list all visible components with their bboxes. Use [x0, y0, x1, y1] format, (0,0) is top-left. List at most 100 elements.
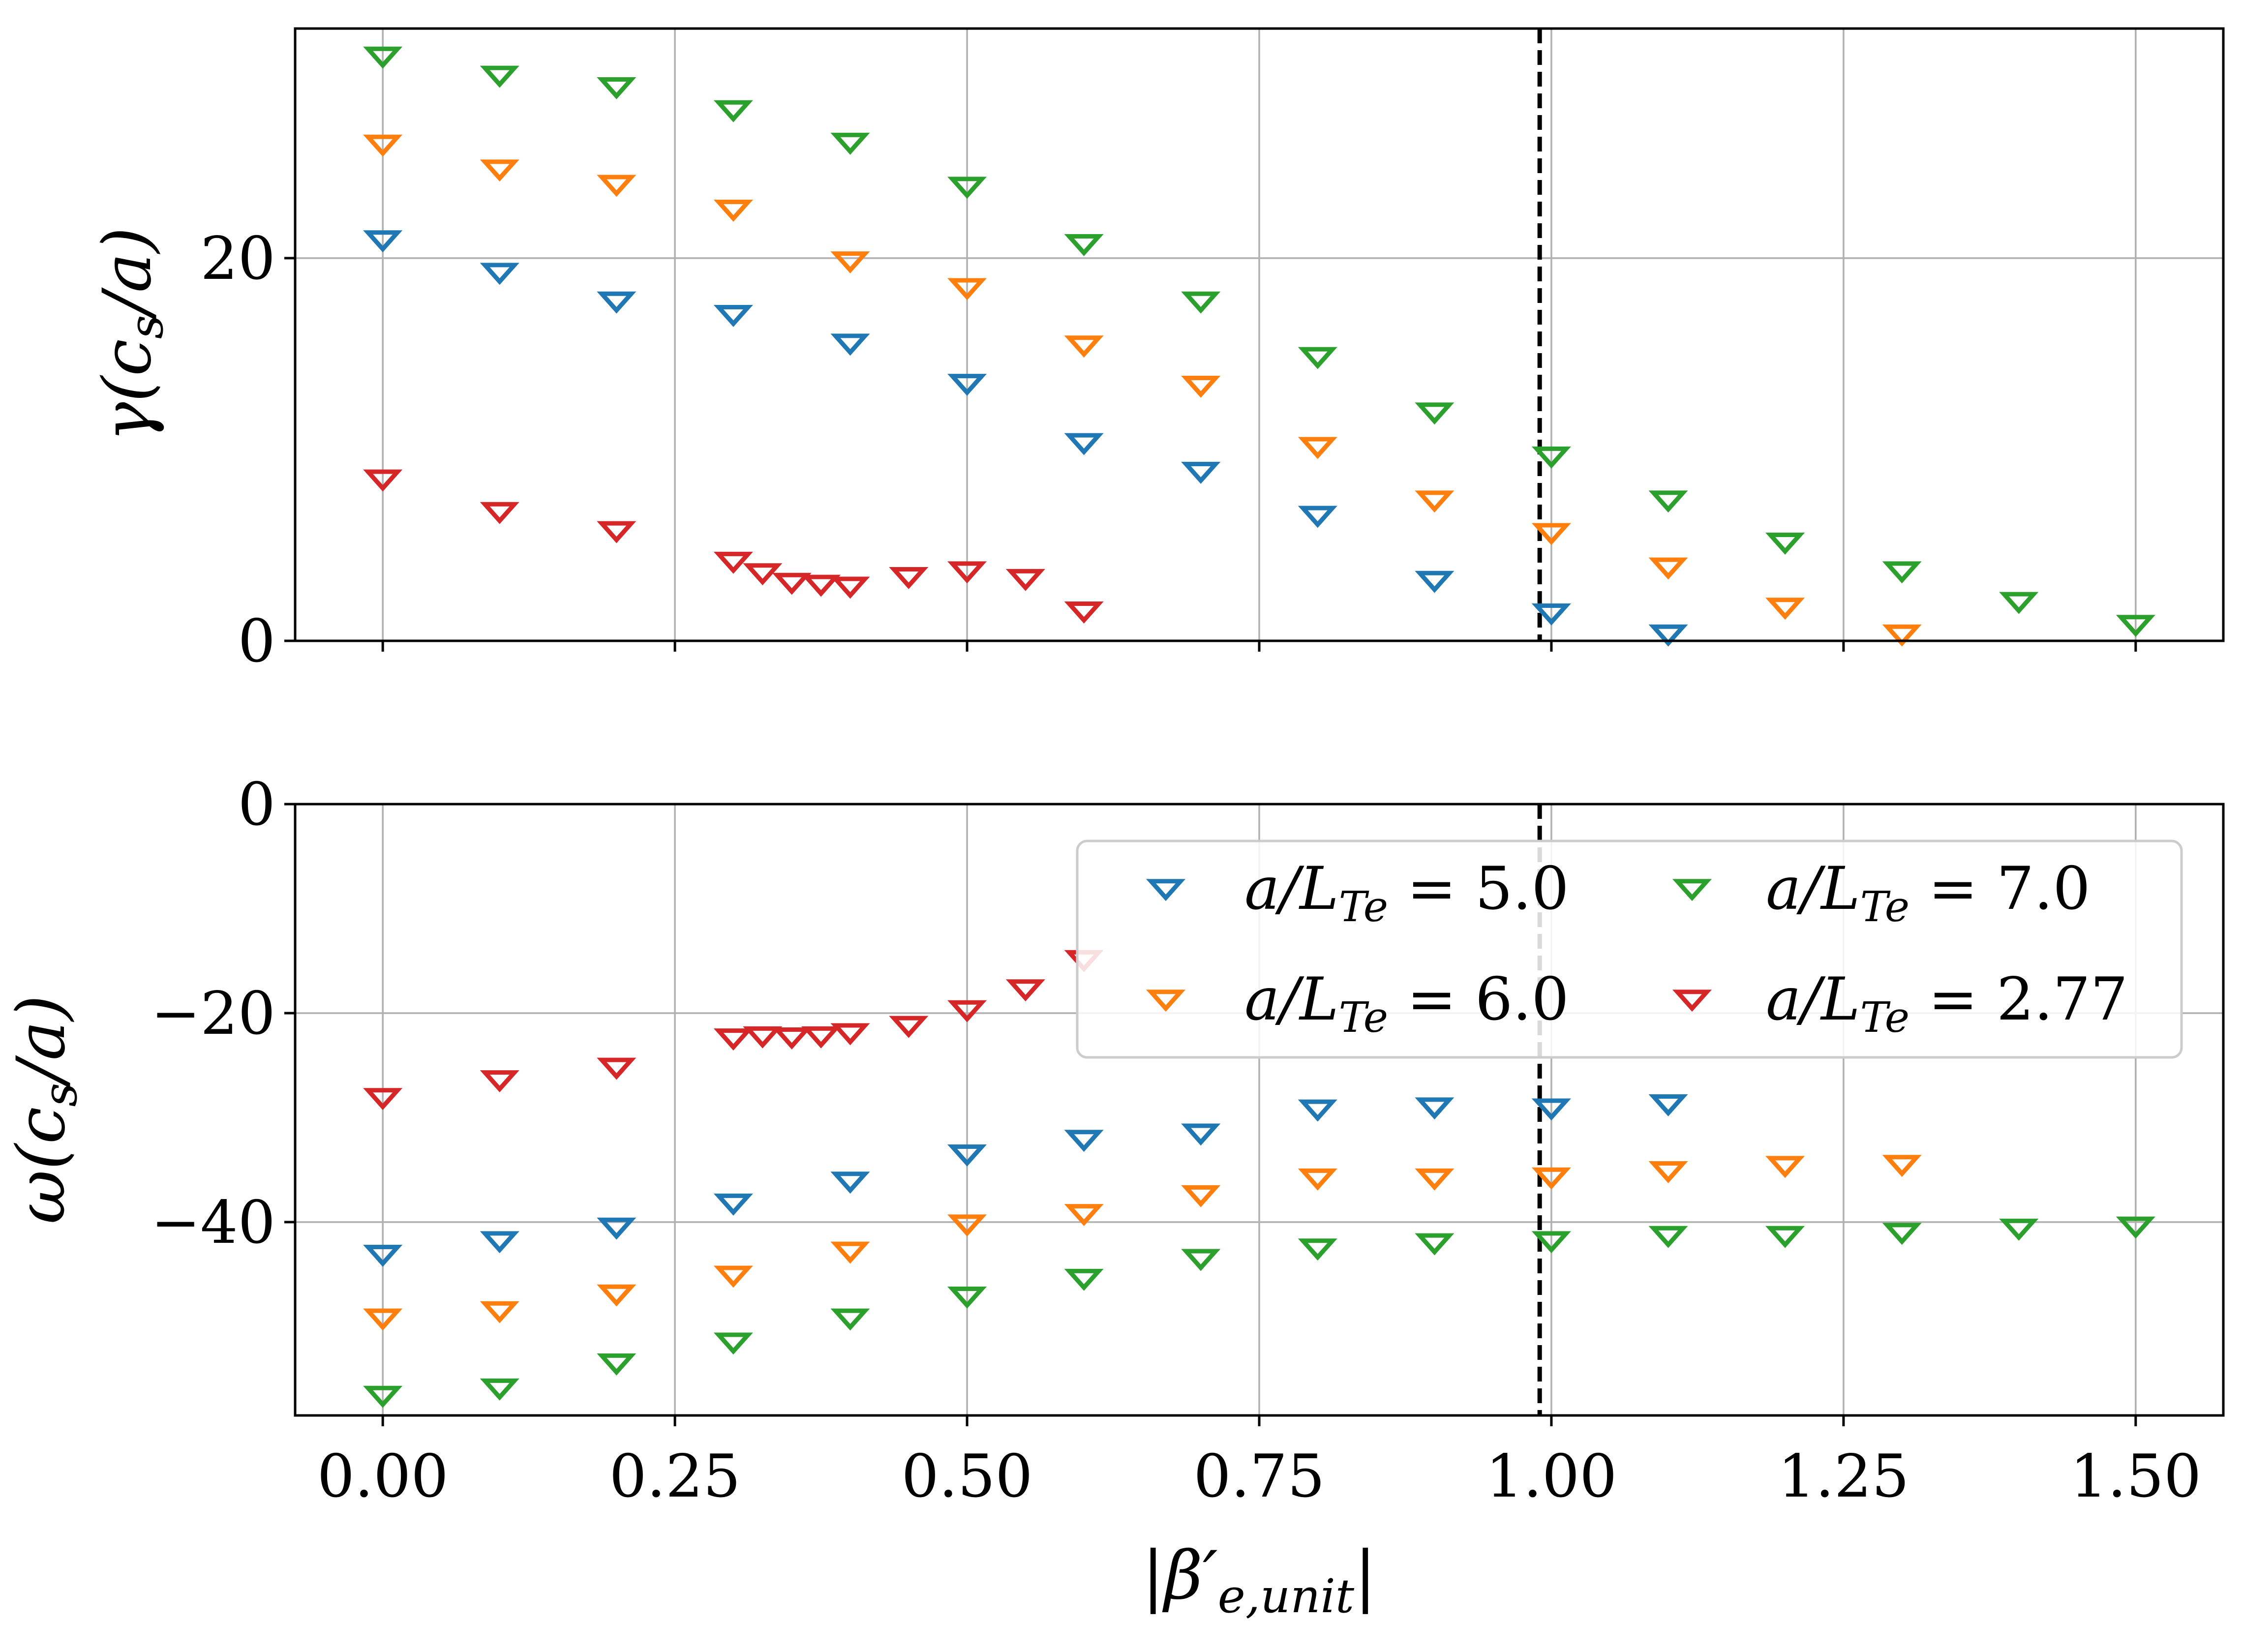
top-y-ticks: 0 20 — [200, 225, 295, 676]
bottom-markers — [363, 950, 2155, 1408]
legend: a/LTe = 5.0 a/LTe = 7.0 a/LTe = 6.0 a/LTe =… — [1076, 840, 2183, 1059]
data-point — [1648, 1094, 1688, 1116]
series-a-l-te-6-0 — [363, 134, 1922, 647]
data-point — [480, 159, 519, 182]
data-point — [1415, 1168, 1455, 1191]
data-point — [1064, 433, 1104, 455]
data-point — [1531, 603, 1571, 626]
data-point — [947, 177, 987, 199]
data-point — [480, 1070, 519, 1092]
x-tick-label: 1.25 — [1778, 1442, 1909, 1511]
data-point — [1882, 561, 1922, 584]
data-point — [1298, 1099, 1337, 1122]
data-point — [480, 1378, 519, 1401]
data-point — [597, 1284, 637, 1307]
series-a-l-te-5-0 — [363, 230, 1688, 647]
data-point — [363, 134, 403, 157]
data-point — [597, 1057, 637, 1080]
data-point — [1415, 1097, 1455, 1120]
data-point — [1181, 291, 1221, 314]
data-point — [480, 65, 519, 88]
data-point — [713, 1265, 753, 1288]
y-tick-label: 20 — [200, 225, 275, 293]
data-point — [1298, 506, 1337, 528]
data-point — [889, 1016, 929, 1038]
data-point — [363, 1385, 403, 1408]
legend-label: a/LTe = 7.0 — [1766, 855, 2091, 931]
data-point — [713, 305, 753, 327]
series-a-l-te-5-0 — [363, 1094, 1688, 1267]
data-point — [1531, 1098, 1571, 1121]
data-point — [713, 100, 753, 122]
data-point — [363, 230, 403, 253]
data-point — [597, 77, 637, 99]
x-tick-label: 1.00 — [1485, 1442, 1617, 1511]
data-point — [1648, 557, 1688, 580]
series-a-l-te-7-0 — [363, 1216, 2155, 1408]
data-point — [1181, 1185, 1221, 1207]
data-point — [947, 561, 987, 584]
data-point — [830, 1171, 870, 1194]
data-point — [1181, 1123, 1221, 1146]
bottom-y-axis-label: ω(cs/a) — [2, 995, 88, 1224]
data-point — [1181, 462, 1221, 484]
data-point — [1765, 532, 1805, 555]
data-point — [713, 1193, 753, 1216]
data-point — [830, 251, 870, 273]
data-point — [830, 1241, 870, 1264]
data-point — [363, 46, 403, 69]
data-point — [2116, 1216, 2155, 1239]
data-point — [1882, 1155, 1922, 1177]
data-point — [1882, 624, 1922, 647]
legend-marker — [1146, 879, 1186, 901]
data-point — [830, 1023, 870, 1046]
data-point — [1648, 624, 1688, 647]
data-point — [1298, 347, 1337, 369]
top-panel: 0 20 γ(cs/a) — [89, 27, 2225, 676]
data-point — [947, 1000, 987, 1022]
data-point — [713, 200, 753, 222]
data-point — [889, 567, 929, 589]
data-point — [363, 1244, 403, 1267]
data-point — [1531, 1231, 1571, 1254]
legend-label: a/LTe = 6.0 — [1244, 965, 1569, 1042]
data-point — [480, 1301, 519, 1323]
series-a-l-te-2-77 — [363, 469, 1104, 624]
data-point — [363, 1308, 403, 1331]
y-tick-label: 0 — [238, 771, 275, 839]
x-tick-label: 0.25 — [609, 1442, 741, 1511]
legend-marker — [1672, 990, 1712, 1012]
data-point — [1415, 1233, 1455, 1256]
data-point — [1064, 601, 1104, 624]
data-point — [1765, 598, 1805, 620]
data-point — [363, 1088, 403, 1111]
data-point — [947, 1144, 987, 1167]
top-x-ticks — [381, 641, 2137, 652]
data-point — [597, 175, 637, 197]
data-point — [830, 333, 870, 356]
data-point — [1298, 1238, 1337, 1261]
y-tick-label: −20 — [151, 980, 275, 1048]
legend-box — [1076, 840, 2183, 1059]
series-a-l-te-2-77 — [363, 950, 1104, 1111]
top-grid — [295, 29, 2223, 641]
data-point — [1531, 523, 1571, 545]
top-y-axis-label: γ(cs/a) — [89, 227, 174, 442]
data-point — [1999, 592, 2039, 614]
data-point — [597, 1217, 637, 1240]
x-tick-label: 0.50 — [901, 1442, 1032, 1511]
data-point — [597, 1353, 637, 1376]
data-point — [1064, 234, 1104, 256]
data-point — [1765, 1226, 1805, 1248]
data-point — [597, 291, 637, 314]
bottom-x-ticks: 0.00 0.25 0.50 0.75 1.00 1.25 1.50 — [317, 1415, 2201, 1511]
legend-entry: a/LTe = 6.0 — [1146, 965, 1569, 1042]
data-point — [1181, 375, 1221, 398]
x-axis-label: |β′e,unit| — [1142, 1537, 1376, 1623]
data-point — [772, 1027, 812, 1050]
data-point — [713, 551, 753, 574]
data-point — [947, 278, 987, 300]
legend-entries: a/LTe = 5.0 a/LTe = 7.0 a/LTe = 6.0 a/LTe =… — [1146, 855, 2128, 1042]
data-point — [1064, 335, 1104, 358]
